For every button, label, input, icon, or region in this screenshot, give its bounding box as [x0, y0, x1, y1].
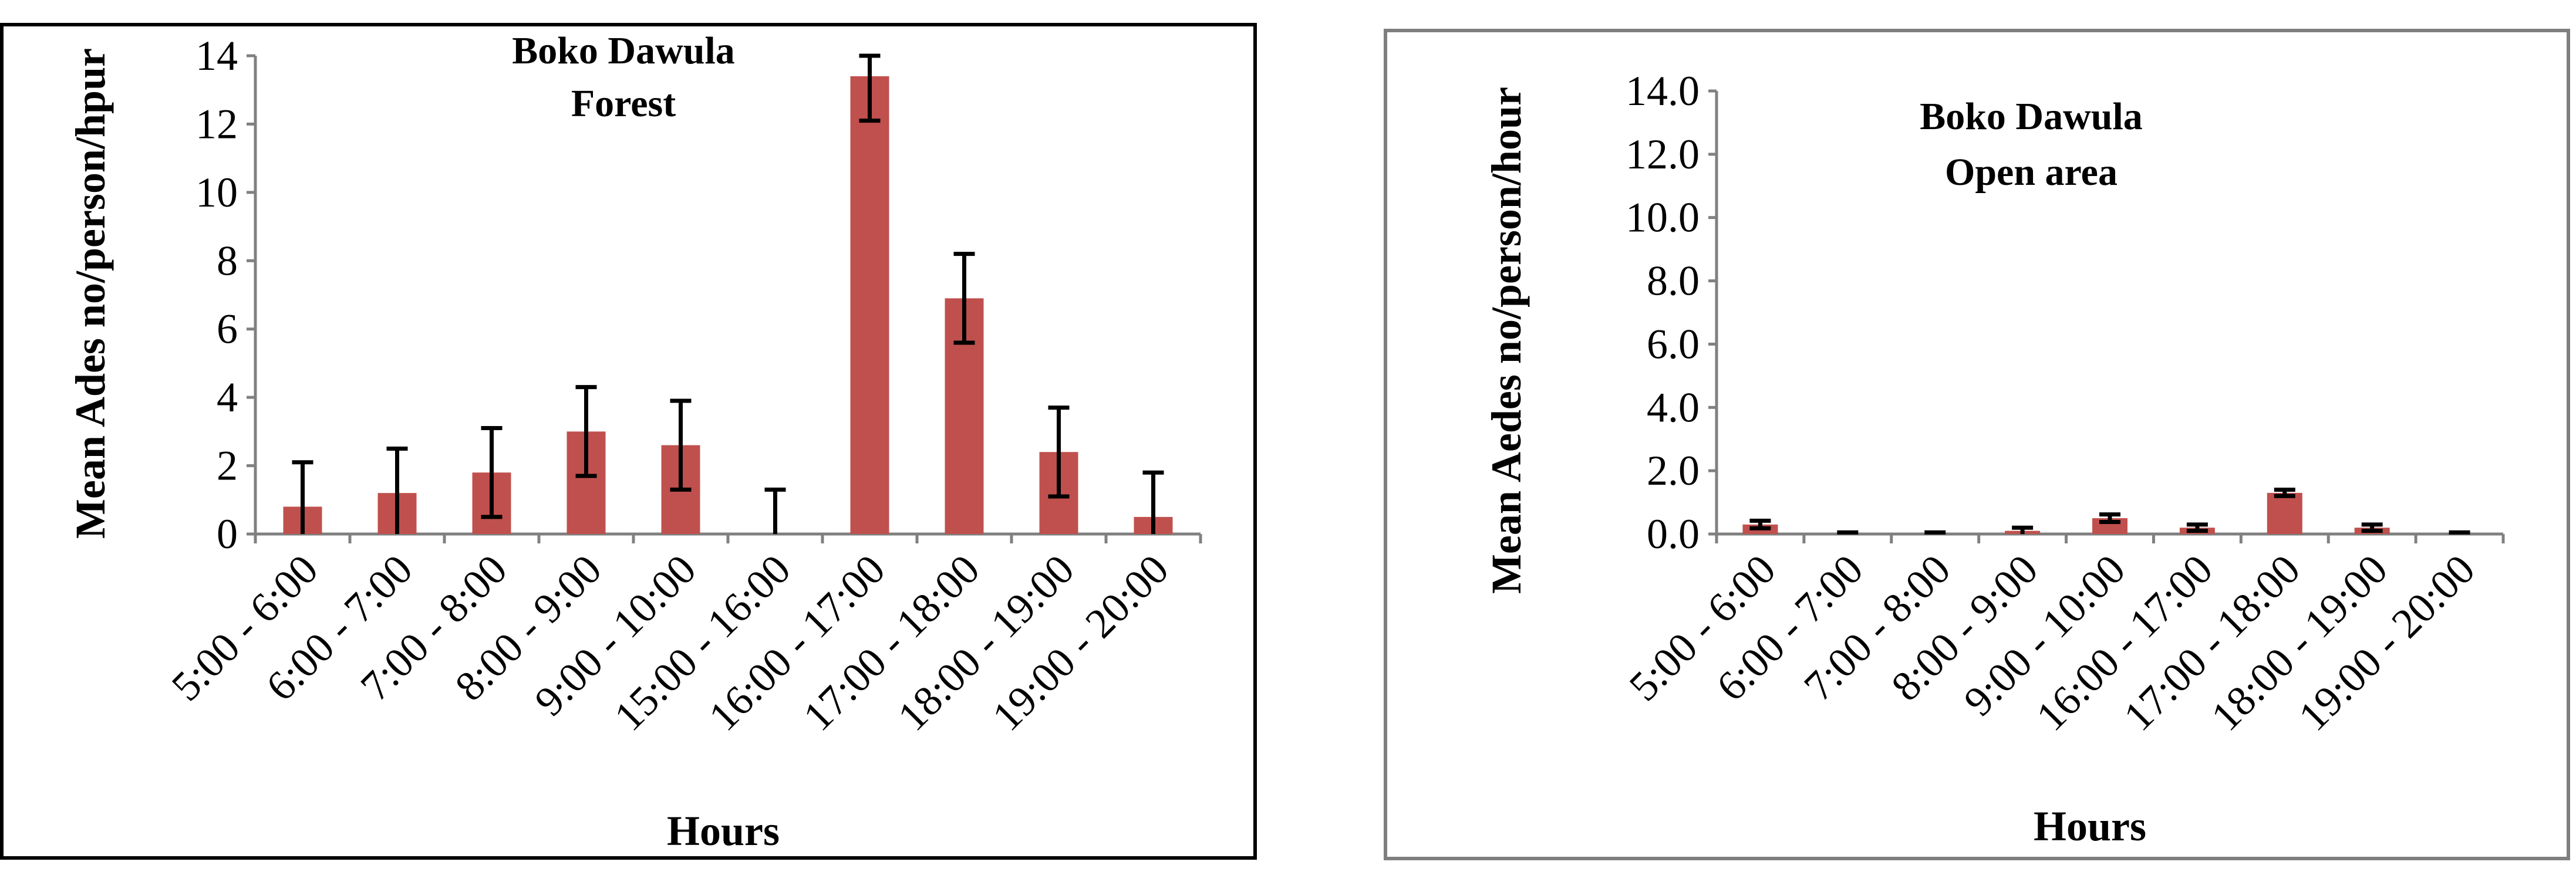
left-y-tick-label: 8 [217, 237, 238, 284]
left-error-bar [386, 446, 408, 534]
left-chart-title: Boko Dawula [512, 29, 735, 72]
right-chart-title: Boko Dawula [1920, 95, 2143, 138]
left-error-bar [575, 385, 597, 478]
left-chart-frame [0, 23, 1257, 860]
right-error-bar [1924, 530, 1946, 535]
right-error-bar [1837, 530, 1859, 535]
left-error-bar [292, 460, 313, 534]
right-y-tick-label: 8.0 [1647, 258, 1700, 305]
right-y-tick-label: 4.0 [1647, 384, 1700, 431]
right-y-tick-label: 6.0 [1647, 320, 1700, 367]
left-error-bar [1142, 470, 1164, 534]
right-y-tick-label: 0.0 [1647, 511, 1700, 557]
right-bar [2267, 492, 2302, 534]
left-error-bar [764, 487, 786, 534]
right-error-bar [2012, 525, 2034, 534]
right-error-bar [2361, 522, 2383, 533]
right-error-bar [1749, 518, 1771, 530]
right-error-bar [2186, 522, 2208, 533]
left-error-bar [859, 53, 881, 123]
left-y-tick-label: 10 [195, 169, 238, 216]
right-y-tick-label: 12.0 [1626, 131, 1700, 178]
right-chart-frame [1384, 29, 2570, 860]
right-error-bar [2274, 488, 2295, 498]
left-y-tick-label: 12 [195, 100, 238, 147]
right-y-tick-label: 10.0 [1626, 194, 1700, 241]
right-y-axis-label: Mean Aedes no/person/hour [1483, 87, 1530, 594]
left-y-tick-label: 6 [217, 306, 238, 353]
right-error-bar [2449, 530, 2470, 535]
left-chart-title: Forest [571, 82, 676, 125]
left-x-axis-label: Hours [667, 807, 780, 854]
left-bar [850, 76, 889, 534]
left-y-tick-label: 14 [195, 32, 238, 79]
left-y-tick-label: 4 [217, 374, 238, 421]
left-error-bar [953, 252, 975, 345]
left-y-axis-label: Mean Ades no/person/hpur [67, 48, 114, 539]
right-y-tick-label: 2.0 [1647, 447, 1700, 494]
left-error-bar [481, 426, 503, 519]
left-error-bar [1048, 405, 1070, 499]
right-x-axis-label: Hours [2034, 803, 2146, 850]
right-y-tick-label: 14.0 [1626, 67, 1700, 114]
left-y-tick-label: 0 [217, 511, 238, 557]
right-chart-title: Open area [1945, 151, 2118, 194]
right-error-bar [2099, 512, 2120, 525]
left-y-tick-label: 2 [217, 442, 238, 489]
left-error-bar [670, 398, 692, 492]
